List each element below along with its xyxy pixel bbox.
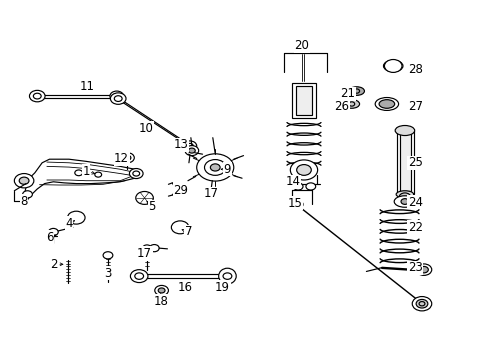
Ellipse shape [171, 221, 188, 234]
Circle shape [110, 93, 126, 104]
Circle shape [95, 172, 102, 177]
Text: 8: 8 [20, 195, 28, 208]
Text: 4: 4 [65, 216, 73, 230]
Text: 3: 3 [104, 267, 111, 280]
Text: 12: 12 [114, 152, 129, 165]
Text: 23: 23 [407, 261, 422, 274]
Circle shape [183, 141, 196, 151]
Bar [399, 134, 410, 192]
Circle shape [103, 252, 113, 259]
Circle shape [73, 216, 79, 220]
Ellipse shape [218, 268, 236, 284]
Text: 7: 7 [184, 225, 192, 238]
Text: 10: 10 [138, 122, 153, 135]
Text: 16: 16 [177, 281, 192, 294]
Circle shape [415, 264, 431, 275]
Circle shape [19, 177, 29, 184]
Circle shape [129, 168, 143, 179]
Text: 14: 14 [285, 175, 300, 188]
Bar [396, 131, 413, 194]
Text: 28: 28 [407, 63, 422, 76]
Circle shape [184, 145, 198, 156]
Circle shape [142, 245, 151, 251]
Circle shape [138, 193, 151, 203]
Ellipse shape [394, 126, 414, 135]
Circle shape [124, 155, 131, 160]
Text: 6: 6 [45, 231, 53, 244]
Circle shape [388, 63, 397, 69]
Circle shape [22, 191, 32, 198]
Circle shape [48, 228, 58, 235]
Text: 1: 1 [82, 165, 90, 177]
Text: 20: 20 [294, 39, 309, 52]
Ellipse shape [136, 192, 153, 204]
Circle shape [173, 223, 186, 232]
Circle shape [400, 199, 408, 204]
Circle shape [398, 193, 410, 202]
Text: 9: 9 [223, 163, 231, 176]
Ellipse shape [348, 87, 364, 95]
Circle shape [177, 225, 183, 229]
Circle shape [305, 183, 315, 190]
Text: 21: 21 [340, 87, 355, 100]
Circle shape [110, 91, 123, 101]
Circle shape [411, 297, 431, 311]
Text: 27: 27 [407, 100, 422, 113]
Text: 17: 17 [203, 187, 219, 200]
Circle shape [149, 244, 159, 252]
Circle shape [384, 59, 401, 72]
Text: 24: 24 [407, 196, 422, 209]
Bar [296, 86, 311, 116]
Text: 5: 5 [148, 201, 155, 213]
Circle shape [158, 288, 164, 293]
Text: 25: 25 [407, 156, 422, 169]
Circle shape [121, 153, 134, 163]
Circle shape [75, 170, 82, 176]
Circle shape [290, 160, 317, 180]
Circle shape [293, 183, 303, 190]
Text: 22: 22 [407, 221, 422, 234]
Circle shape [216, 283, 228, 292]
Circle shape [70, 213, 82, 222]
Bar [292, 83, 315, 118]
Circle shape [188, 148, 195, 153]
Circle shape [204, 159, 225, 175]
Ellipse shape [378, 100, 394, 108]
Circle shape [29, 90, 45, 102]
Circle shape [155, 285, 168, 296]
Ellipse shape [374, 98, 398, 111]
Circle shape [130, 270, 148, 283]
Text: 17: 17 [137, 247, 152, 260]
Text: 18: 18 [153, 295, 168, 308]
Ellipse shape [383, 60, 402, 72]
Circle shape [14, 174, 34, 188]
Circle shape [419, 266, 427, 273]
Circle shape [210, 164, 220, 171]
Circle shape [196, 154, 233, 181]
Ellipse shape [393, 196, 415, 207]
Circle shape [219, 285, 225, 290]
Text: 19: 19 [215, 281, 229, 294]
Text: 11: 11 [80, 80, 95, 93]
Text: 2: 2 [50, 258, 58, 271]
Ellipse shape [67, 211, 85, 224]
Ellipse shape [343, 100, 359, 108]
Text: 29: 29 [173, 184, 188, 197]
Circle shape [415, 300, 427, 308]
Circle shape [142, 196, 147, 200]
Circle shape [291, 200, 303, 209]
Ellipse shape [395, 191, 413, 198]
Text: 13: 13 [173, 138, 188, 151]
Text: 15: 15 [286, 197, 302, 210]
Circle shape [381, 100, 391, 108]
Text: 26: 26 [334, 100, 349, 113]
Circle shape [296, 165, 311, 175]
